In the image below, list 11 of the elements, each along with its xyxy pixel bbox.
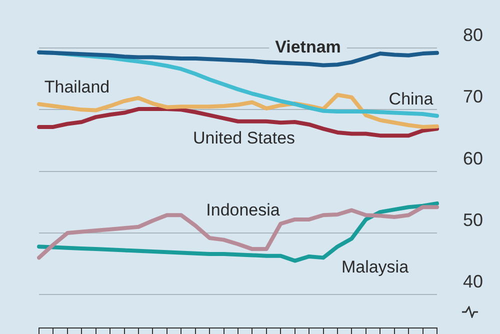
series-label: Indonesia [206, 200, 280, 220]
series-label: United States [192, 128, 296, 148]
y-tick-label: 80 [463, 24, 484, 45]
series-label: Malaysia [341, 258, 410, 277]
y-tick-label: 70 [463, 86, 484, 107]
y-tick-label: 60 [463, 148, 484, 168]
series-label: Vietnam [275, 38, 341, 57]
series-label: Thailand [44, 78, 110, 97]
y-tick-label: 40 [463, 272, 484, 292]
series-label: China [388, 90, 434, 109]
y-tick-label: 50 [463, 210, 484, 230]
